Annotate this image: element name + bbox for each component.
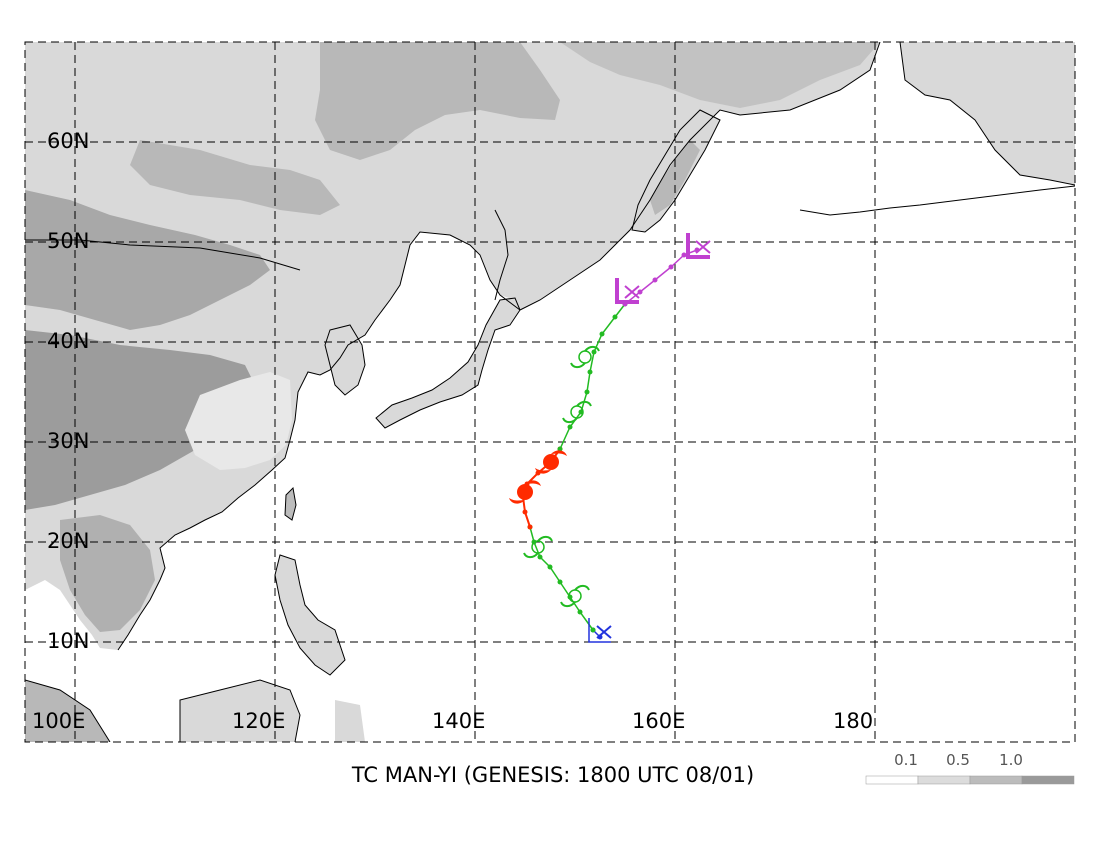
legend-label: 0.5	[946, 751, 970, 769]
track-point	[522, 509, 528, 515]
china-light	[185, 372, 292, 470]
tibet-dark	[25, 330, 255, 510]
map-title: TC MAN-YI (GENESIS: 1800 UTC 08/01)	[351, 763, 754, 787]
lon-label: 120E	[232, 709, 285, 733]
siberia-mid	[315, 42, 560, 160]
tropical-storm-symbol	[562, 400, 592, 424]
legend-swatch	[969, 775, 1023, 785]
legend-label: 0.1	[894, 751, 918, 769]
se-asia-mid	[60, 515, 155, 632]
track-point	[577, 609, 583, 615]
borneo	[180, 680, 300, 742]
track-point	[612, 314, 618, 320]
legend-swatch	[1021, 775, 1075, 785]
lat-label: 50N	[47, 229, 89, 253]
track-point	[599, 331, 605, 337]
track-point	[637, 289, 643, 295]
track-point	[557, 446, 563, 452]
track-point	[584, 389, 590, 395]
extratropical-low-symbol	[615, 278, 640, 304]
tropical-storm-segment	[529, 526, 594, 631]
latitude-labels: 60N 50N 40N 30N 20N 10N	[47, 129, 89, 653]
depression-low-symbol	[588, 618, 612, 643]
lat-label: 10N	[47, 629, 89, 653]
tropical-storm-symbol	[560, 584, 590, 608]
lat-label: 60N	[47, 129, 89, 153]
storm-track	[509, 233, 711, 643]
taiwan	[285, 488, 296, 520]
track-point	[537, 554, 543, 560]
extratropical-low-symbol	[686, 233, 711, 259]
tropical-storm-symbol	[523, 535, 553, 559]
lon-label: 100E	[32, 709, 85, 733]
legend-label: 1.0	[999, 751, 1023, 769]
track-point	[681, 252, 687, 258]
philippines	[275, 555, 345, 675]
lon-label: 180	[833, 709, 873, 733]
lat-label: 20N	[47, 529, 89, 553]
lon-label: 140E	[432, 709, 485, 733]
track-point	[567, 424, 573, 430]
graticule	[24, 41, 1076, 743]
map-frame	[24, 41, 1076, 743]
lon-label: 160E	[632, 709, 685, 733]
mongolia-dark	[25, 190, 270, 330]
track-point	[668, 264, 674, 270]
sulawesi	[335, 700, 365, 742]
track-point	[557, 579, 563, 585]
legend-swatch	[917, 775, 971, 785]
longitude-labels: 100E 120E 140E 160E 180	[32, 709, 873, 733]
terrain-legend: 0.1 0.5 1.0	[865, 751, 1075, 785]
tropical-storm-symbol	[570, 345, 600, 369]
alaska	[900, 42, 1075, 185]
track-point	[547, 564, 553, 570]
lat-label: 40N	[47, 329, 89, 353]
siberia-mid2	[130, 140, 340, 215]
coastlines	[25, 42, 1075, 742]
track-point	[587, 369, 593, 375]
legend-swatch	[865, 775, 919, 785]
track-point	[591, 349, 597, 355]
ne-russia-mid	[560, 42, 880, 108]
track-point	[652, 277, 658, 283]
track-point	[590, 627, 596, 633]
lat-label: 30N	[47, 429, 89, 453]
sumatra	[25, 680, 110, 742]
typhoon-symbol	[509, 480, 541, 504]
typhoon-symbol	[535, 450, 567, 474]
track-point	[527, 524, 533, 530]
